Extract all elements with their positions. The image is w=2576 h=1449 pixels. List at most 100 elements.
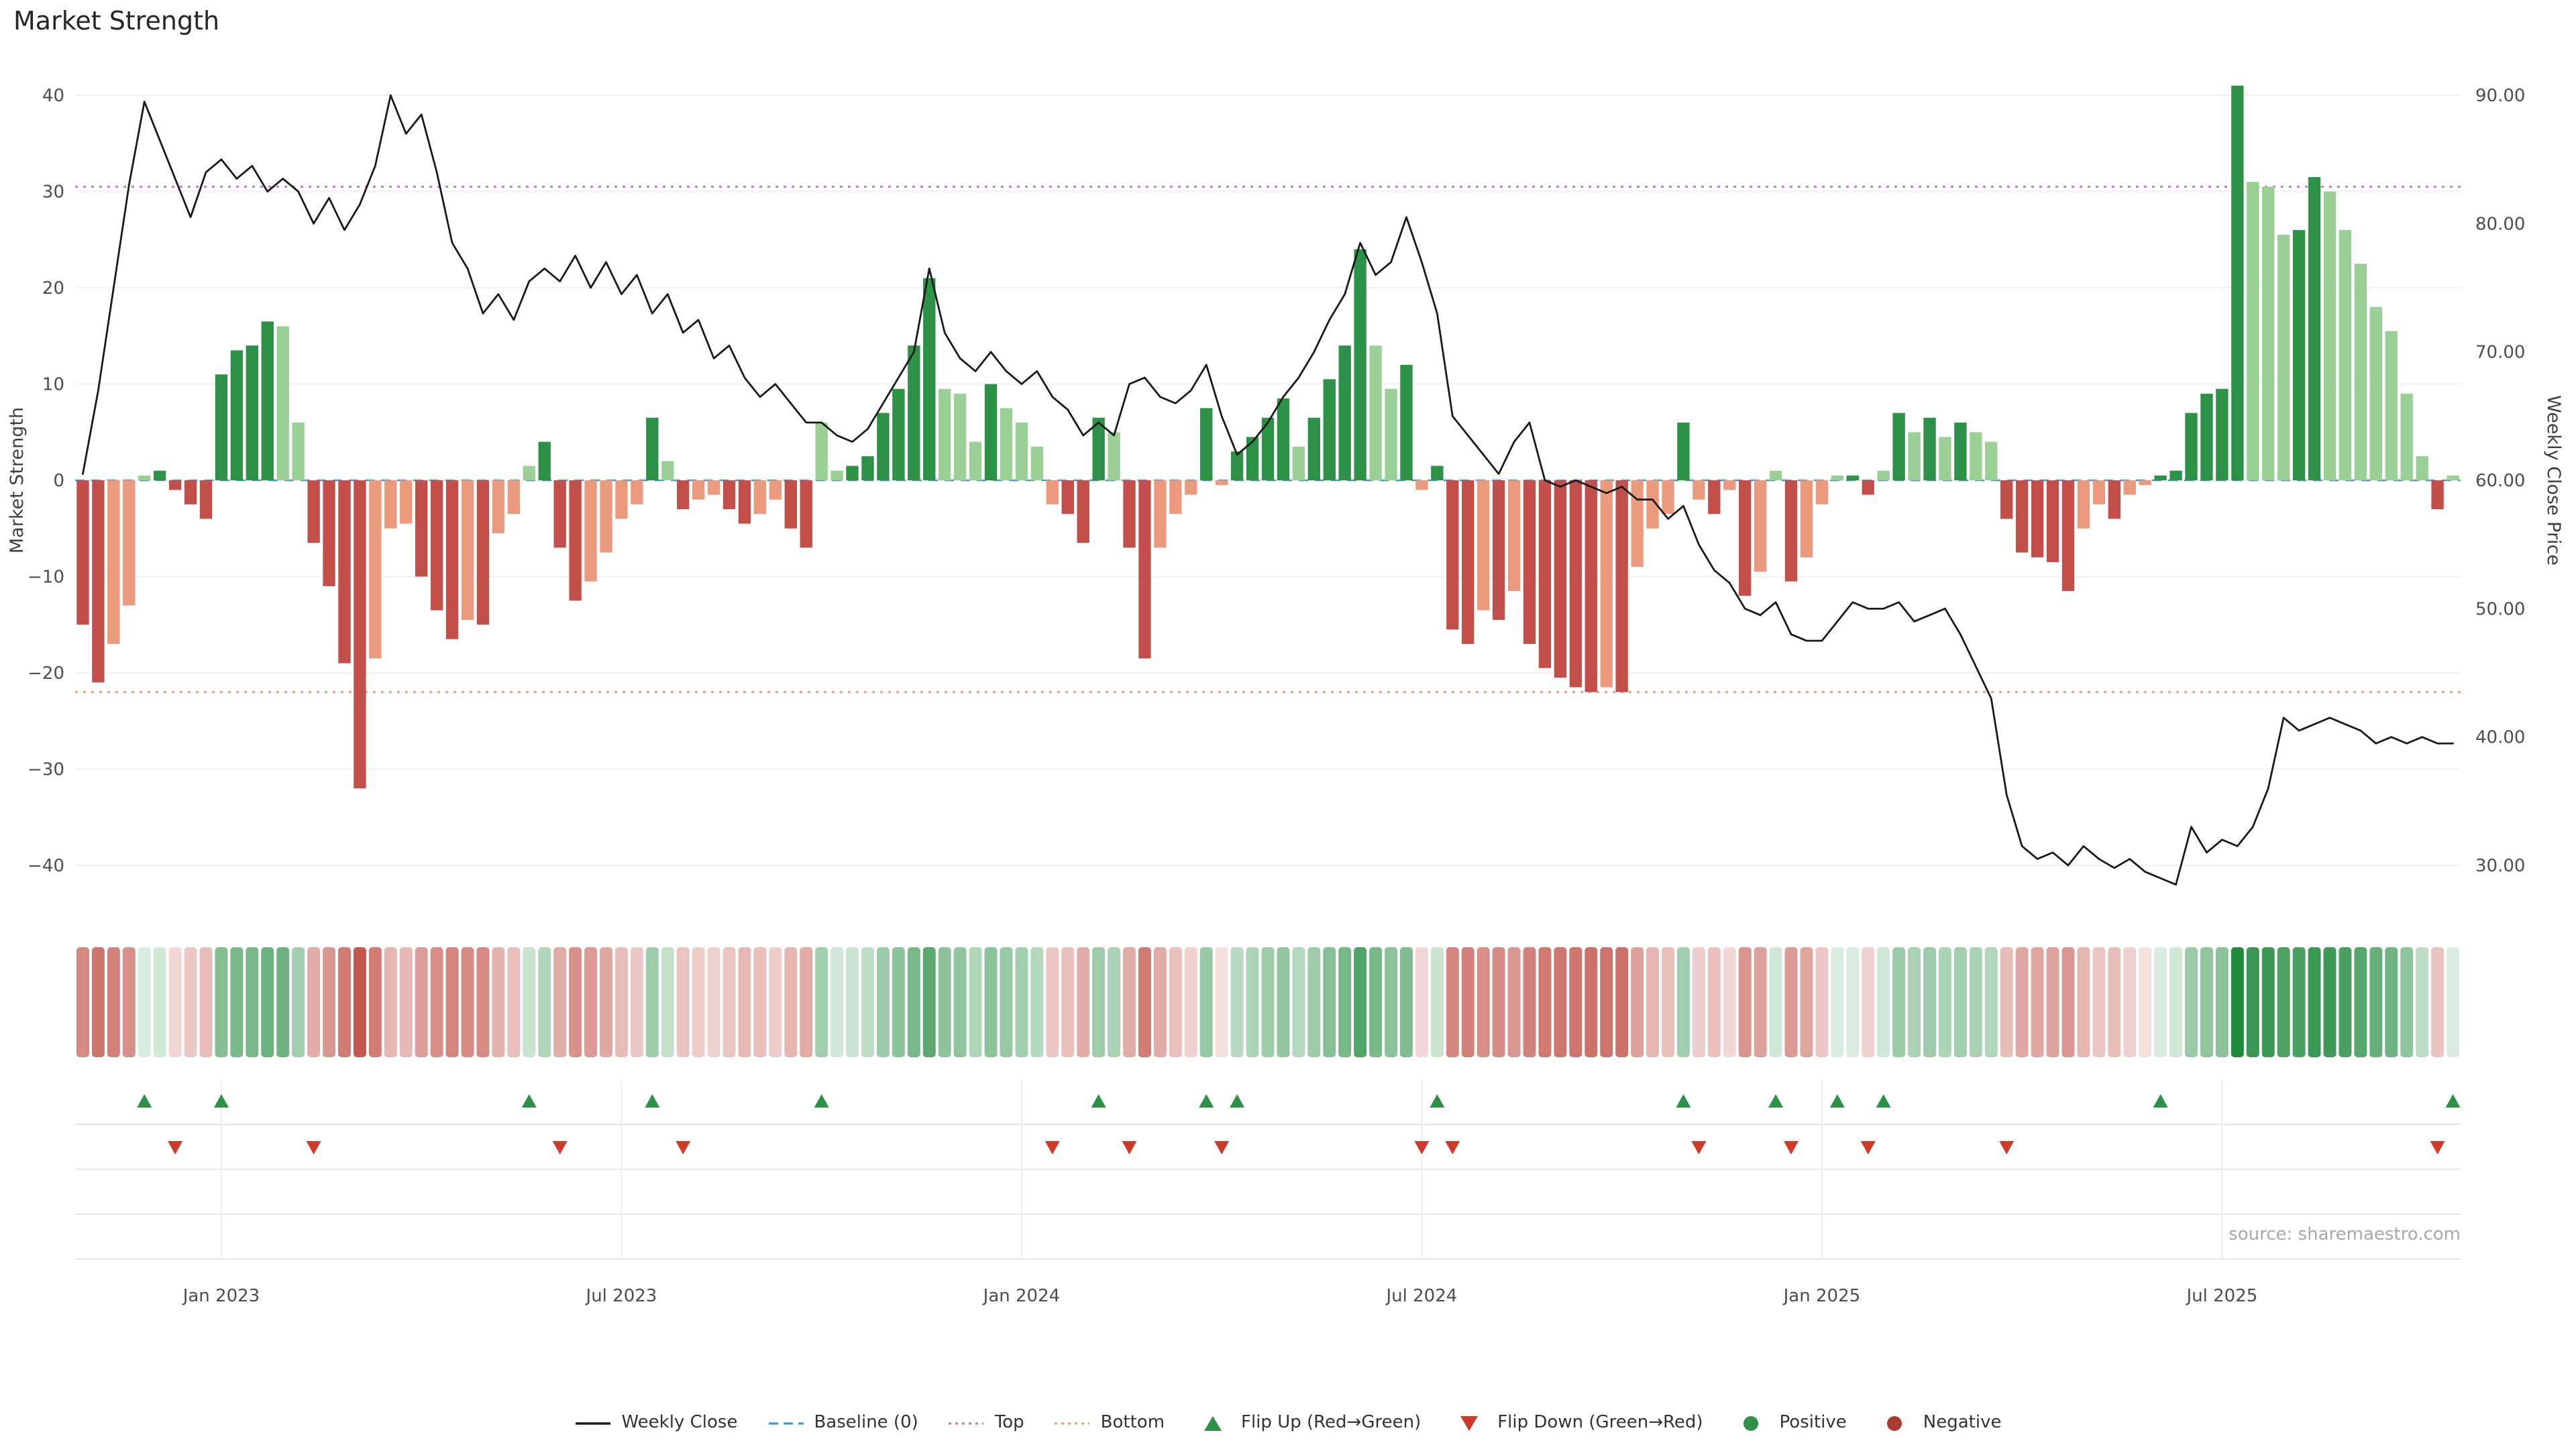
x-tick-label: Jan 2024 xyxy=(982,1286,1061,1306)
strength-bar xyxy=(600,480,612,553)
strength-bar xyxy=(1385,388,1397,480)
legend-item-top: Top xyxy=(948,1413,1024,1433)
left-tick-label: −40 xyxy=(28,856,64,876)
heatmap-cell xyxy=(1923,947,1936,1057)
strength-bar xyxy=(1015,422,1028,480)
heatmap-cell xyxy=(1784,947,1798,1057)
strength-bar xyxy=(2123,480,2136,495)
strength-bar xyxy=(138,475,151,480)
heatmap-cell xyxy=(722,947,736,1057)
strength-bar xyxy=(2000,480,2013,519)
strength-bar xyxy=(1862,480,1874,495)
heatmap-cell xyxy=(2061,947,2075,1057)
heatmap-cell xyxy=(2308,947,2321,1057)
legend-label: Flip Up (Red→Green) xyxy=(1241,1413,1421,1433)
heatmap-cell xyxy=(261,947,274,1057)
swatch-shape xyxy=(1743,1415,1759,1430)
strength-bar xyxy=(276,326,289,480)
strength-bar xyxy=(2247,182,2259,480)
dot-swatch-icon xyxy=(1743,1415,1759,1430)
strength-bar xyxy=(168,480,182,490)
strength-bar xyxy=(1431,466,1444,480)
heatmap-cell xyxy=(1538,947,1552,1057)
strength-bar xyxy=(661,461,674,480)
heatmap-cell xyxy=(1984,947,1998,1057)
strength-bar xyxy=(1323,379,1336,480)
heatmap-cell xyxy=(1123,947,1136,1057)
left-tick-label: −10 xyxy=(28,568,64,588)
strength-bar xyxy=(1970,432,1982,480)
heatmap-cell xyxy=(1800,947,1813,1057)
strength-bar xyxy=(2216,388,2229,480)
strength-bar xyxy=(2015,480,2029,553)
heatmap-cell xyxy=(76,947,89,1057)
heatmap-cell xyxy=(1446,947,1459,1057)
legend-item-flip-down-green-red: Flip Down (Green→Red) xyxy=(1450,1413,1703,1433)
strength-bar xyxy=(430,480,443,610)
heatmap-cell xyxy=(876,947,890,1057)
flip-down-marker xyxy=(1122,1141,1137,1155)
left-tick-label: 40 xyxy=(42,86,64,106)
heatmap-cell xyxy=(1831,947,1844,1057)
strength-bar xyxy=(2031,480,2044,557)
strength-bar xyxy=(154,470,166,480)
strength-bar xyxy=(1077,480,1089,543)
flip-down-marker xyxy=(1414,1141,1430,1155)
heatmap-cell xyxy=(1585,947,1598,1057)
heatmap-cell xyxy=(492,947,505,1057)
heatmap-cell xyxy=(1169,947,1182,1057)
right-tick-label: 70.00 xyxy=(2475,343,2525,363)
flip-up-marker xyxy=(814,1094,829,1108)
heatmap-cell xyxy=(2108,947,2121,1057)
strength-bar xyxy=(1939,437,1951,480)
heatmap-cell xyxy=(215,947,228,1057)
strength-bar xyxy=(1400,364,1413,480)
heatmap-cell xyxy=(738,947,751,1057)
x-tick-label: Jul 2025 xyxy=(2185,1286,2257,1306)
flip-up-marker xyxy=(1768,1094,1784,1108)
heatmap-cell xyxy=(2447,947,2459,1057)
strength-bar xyxy=(492,480,505,533)
strength-bar xyxy=(1338,345,1351,480)
heatmap-cell xyxy=(2015,947,2029,1057)
heatmap-cell xyxy=(1030,947,1044,1057)
strength-bar xyxy=(2354,264,2367,480)
right-tick-label: 40.00 xyxy=(2475,728,2525,748)
strength-bar xyxy=(692,480,705,500)
strength-bar xyxy=(369,480,382,659)
heatmap-cell xyxy=(1000,947,1013,1057)
heatmap-cell xyxy=(892,947,905,1057)
heatmap-cell xyxy=(2354,947,2367,1057)
x-tick-label: Jul 2024 xyxy=(1385,1286,1458,1306)
strength-bar xyxy=(1169,480,1182,515)
strength-bar xyxy=(2292,229,2306,480)
strength-bar xyxy=(677,480,690,510)
strength-bar xyxy=(1261,417,1275,480)
strength-bar xyxy=(1092,417,1105,480)
strength-bar xyxy=(646,417,659,480)
left-tick-label: −20 xyxy=(28,663,64,684)
heatmap-cell xyxy=(1815,947,1829,1057)
heatmap-cell xyxy=(368,947,382,1057)
heatmap-cell xyxy=(1523,947,1536,1057)
flip-up-marker xyxy=(2153,1094,2168,1108)
flip-up-marker xyxy=(1676,1094,1691,1108)
strength-bar xyxy=(1046,480,1059,504)
strength-bar xyxy=(538,441,551,480)
heatmap-cell xyxy=(2339,947,2352,1057)
heatmap-cell xyxy=(784,947,798,1057)
x-tick-label: Jul 2023 xyxy=(585,1286,657,1306)
heatmap-cell xyxy=(1092,947,1106,1057)
strength-bar xyxy=(830,470,843,480)
strength-bar xyxy=(2431,480,2444,510)
legend-item-baseline-0: Baseline (0) xyxy=(767,1413,918,1433)
heatmap-cell xyxy=(2092,947,2106,1057)
flip-up-marker xyxy=(137,1094,152,1108)
heatmap-cell xyxy=(2400,947,2414,1057)
strength-bar xyxy=(2046,480,2059,562)
strength-bar xyxy=(1446,480,1459,630)
heatmap-cell xyxy=(1862,947,1875,1057)
heatmap-cell xyxy=(2369,947,2383,1057)
heatmap-cell xyxy=(2077,947,2090,1057)
heatmap-cell xyxy=(2123,947,2137,1057)
